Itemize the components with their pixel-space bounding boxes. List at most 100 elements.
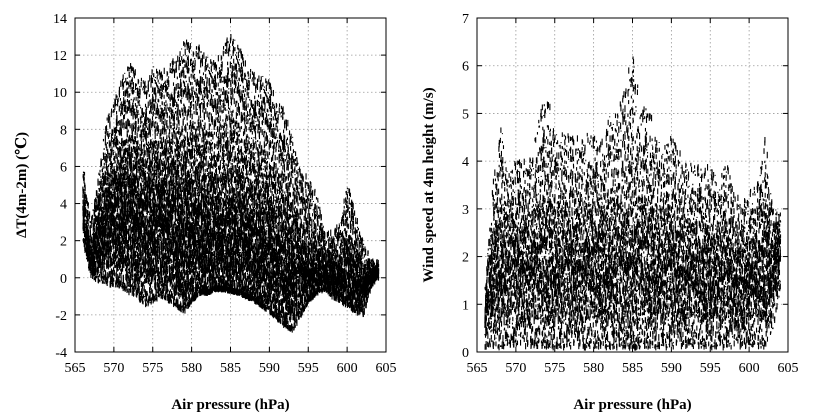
data-point [139,125,142,128]
data-point [142,125,144,132]
data-point [113,256,115,258]
data-point [93,248,95,255]
data-point [115,265,117,268]
data-point [94,214,96,222]
data-point [114,151,116,153]
data-point [121,242,123,248]
data-point [131,251,133,257]
data-point [137,183,139,187]
data-point [108,173,110,179]
data-point [161,85,163,92]
data-point [96,202,98,209]
data-point [94,262,96,270]
data-point [110,226,112,228]
data-point [110,259,112,267]
data-point [132,148,134,153]
data-point [152,196,154,199]
data-point [136,152,138,159]
data-point [134,161,137,168]
data-point [115,181,117,185]
data-point [159,105,161,107]
data-point [147,245,149,252]
data-point [141,148,143,151]
data-point [148,94,150,97]
data-point [150,187,152,194]
data-point [156,263,158,270]
data-point [151,223,154,230]
data-point [139,212,141,216]
data-point [142,184,144,187]
data-point [124,224,126,229]
data-point [116,196,118,204]
data-point [121,173,123,180]
data-point [131,239,134,246]
data-point [134,114,137,120]
data-point [154,132,156,140]
data-point [140,145,142,151]
data-point [104,192,106,195]
data-point [146,91,148,96]
data-point [123,257,125,263]
data-point [139,173,141,179]
data-point [123,174,125,179]
data-point [146,197,148,203]
data-point [137,212,139,215]
data-point [110,175,112,178]
data-point [134,184,136,188]
data-point [86,200,88,207]
data-point [149,202,151,208]
data-point [111,163,113,168]
data-point [146,148,149,152]
data-point [140,225,142,233]
data-point [120,204,122,208]
data-point [126,99,128,102]
data-point [96,225,98,227]
data-point [104,194,106,201]
data-point [82,186,84,191]
data-point [149,302,151,304]
data-point [103,182,105,186]
data-point [153,181,155,187]
data-point [93,233,95,239]
data-point [132,254,134,260]
data-point [125,180,127,187]
data-point [142,235,144,241]
data-point [100,176,102,178]
data-point [163,286,165,292]
data-point [119,224,121,229]
data-point [123,177,125,181]
data-point [128,94,130,98]
data-point [97,249,99,254]
data-point [104,227,106,232]
data-point [155,126,157,132]
data-point [118,175,120,182]
data-point [124,141,126,146]
data-point [132,153,134,158]
data-point [142,214,144,217]
data-point [127,271,129,279]
data-point [112,104,114,108]
data-point [137,120,140,123]
data-point [118,191,120,194]
data-point [122,221,124,227]
data-point [149,272,151,278]
data-point [118,230,121,236]
data-point [131,199,133,204]
data-point [87,222,89,226]
data-point [129,100,131,104]
data-point [96,221,99,226]
data-point [131,135,134,142]
data-point [124,193,126,196]
data-point [135,270,137,274]
data-point [134,69,136,76]
data-point [158,82,160,84]
data-point [112,244,114,248]
data-point [142,291,144,294]
data-point [139,216,141,218]
data-point [156,288,158,294]
data-point [103,206,105,210]
data-point [128,191,130,193]
data-point [121,166,123,170]
data-point [111,253,114,257]
data-point [155,211,157,216]
